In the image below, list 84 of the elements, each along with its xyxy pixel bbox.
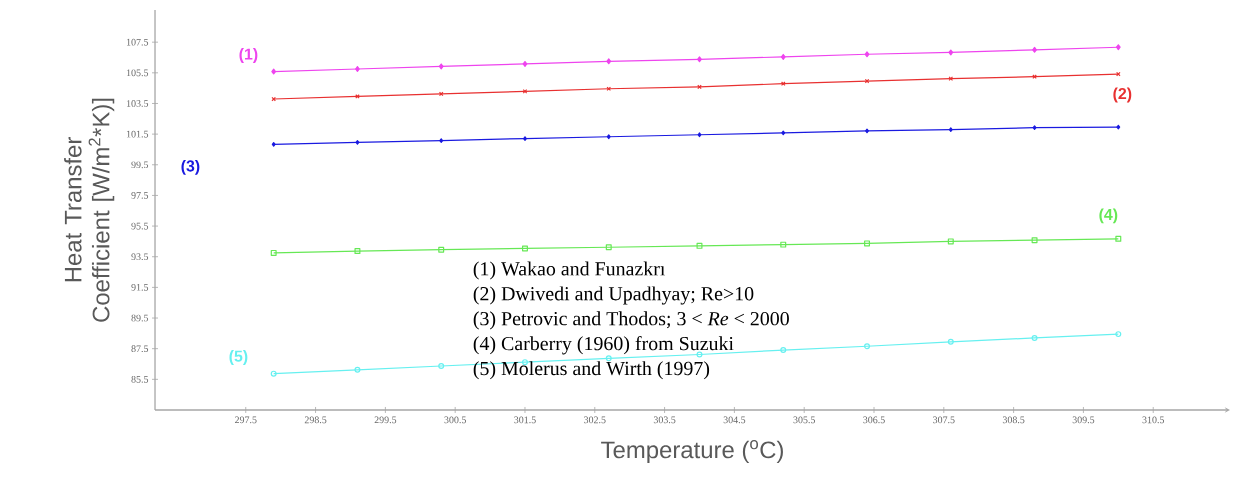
y-tick-label: 97.5 [131, 192, 149, 199]
point [864, 343, 871, 350]
point [354, 248, 361, 255]
x-tick-label: 304.5 [723, 416, 746, 424]
point [780, 53, 786, 60]
point [948, 76, 954, 81]
point [864, 51, 870, 58]
y-tick-label: 99.5 [131, 161, 149, 169]
y-tick-label: 87.5 [131, 345, 149, 353]
point [271, 142, 276, 147]
point [438, 91, 444, 97]
point [697, 132, 702, 138]
point [270, 249, 277, 256]
series-label: (4) [1099, 208, 1118, 224]
point [780, 347, 787, 354]
y-tick-label: 91.5 [131, 284, 149, 291]
series-label: (1) [239, 48, 258, 63]
point [1031, 237, 1038, 244]
y-tick-label: 93.5 [131, 253, 149, 261]
y-tick-label: 103.5 [126, 100, 149, 107]
x-tick-label: 309.5 [1072, 416, 1095, 424]
y-axis-title: Heat Transfer Coefficient [W/m$^{2}$*K)] [64, 98, 115, 322]
annotation: (3) Petrovic and Thodos; 3 < Re < 2000 [473, 311, 789, 330]
point [1032, 125, 1037, 131]
y-tick-label: 105.5 [126, 69, 149, 77]
point [697, 56, 702, 63]
x-tick-label: 308.5 [1002, 416, 1025, 424]
x-tick-label: 307.5 [933, 416, 955, 424]
point [354, 366, 361, 373]
point [605, 244, 612, 251]
annotation: (4) Carberry (1960) from Suzuki [473, 336, 734, 355]
y-tick-label: 95.5 [131, 222, 149, 230]
point [947, 338, 954, 345]
point [697, 84, 702, 90]
x-tick-label: 306.5 [863, 416, 885, 424]
point [1031, 334, 1038, 341]
x-tick-label: 298.5 [304, 416, 327, 424]
point [1115, 44, 1121, 51]
text: (3) [181, 159, 200, 175]
x-tick-label: 305.5 [793, 416, 816, 424]
point [522, 89, 528, 94]
series-label: (2) [1113, 87, 1132, 103]
point [522, 60, 528, 67]
y-tick-label: 107.5 [126, 38, 149, 46]
point [696, 351, 703, 358]
point [865, 128, 869, 134]
x-tick-label: 310.5 [1142, 416, 1165, 424]
point [781, 130, 786, 136]
y-tick-label: 101.5 [126, 130, 149, 138]
point [438, 363, 445, 369]
point [948, 127, 953, 133]
point [606, 134, 611, 140]
point [1032, 46, 1037, 53]
point [438, 63, 444, 70]
point [355, 66, 360, 72]
point [948, 49, 954, 56]
x-axis-title: Temperature ($^{o}$C) [601, 440, 783, 464]
point [521, 245, 528, 252]
point [438, 246, 445, 253]
point [1115, 235, 1122, 242]
point [947, 238, 954, 245]
point [355, 140, 360, 145]
x-tick-label: 301.5 [514, 416, 536, 424]
x-tick-label: 299.5 [374, 416, 397, 424]
point [780, 241, 787, 248]
y-tick-label: 85.5 [131, 375, 149, 383]
x-tick-label: 302.5 [584, 416, 606, 424]
x-tick-label: 297.5 [234, 416, 257, 424]
point [864, 78, 870, 84]
annotation: (5) Molerus and Wirth (1997) [473, 361, 710, 380]
point [439, 138, 444, 143]
annotation: (1) Wakao and Funazkrı [473, 261, 666, 280]
series-label: (5) [229, 350, 248, 365]
x-tick-label: 300.5 [444, 416, 466, 424]
point [606, 58, 612, 65]
annotation: (2) Dwivedi and Upadhyay; Re>10 [473, 286, 754, 305]
point [523, 136, 527, 141]
point [1032, 74, 1037, 79]
point [271, 68, 277, 75]
y-tick-label: 89.5 [131, 314, 149, 322]
point [864, 240, 871, 247]
point [1116, 124, 1121, 130]
x-tick-label: 303.5 [653, 416, 676, 424]
point [696, 242, 703, 249]
